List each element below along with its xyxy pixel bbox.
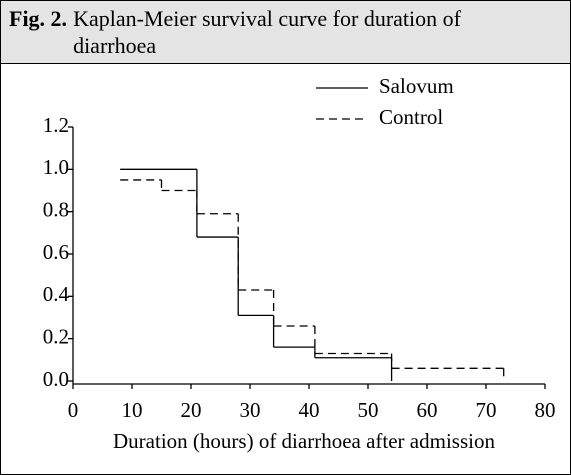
x-tick-label: 20 [181, 398, 202, 422]
x-axis-label: Duration (hours) of diarrhoea after admi… [113, 429, 495, 453]
x-tick-label: 0 [68, 398, 79, 422]
figure-header: Fig. 2. Kaplan-Meier survival curve for … [1, 1, 570, 64]
y-tick-label: 0.2 [43, 324, 69, 348]
x-tick-label: 60 [417, 398, 438, 422]
x-tick-label: 30 [240, 398, 261, 422]
y-tick-label: 1.2 [43, 113, 69, 137]
x-tick-label: 80 [535, 398, 556, 422]
chart-title: Kaplan-Meier survival curve for duration… [73, 6, 461, 58]
y-tick-label: 0.0 [43, 367, 69, 391]
figure-label: Fig. 2. [9, 6, 68, 31]
legend-label: Control [379, 105, 443, 129]
x-tick-label: 10 [122, 398, 143, 422]
x-tick-label: 70 [476, 398, 497, 422]
y-tick-label: 0.8 [43, 197, 69, 221]
y-tick-label: 1.0 [43, 155, 69, 179]
x-tick-label: 50 [358, 398, 379, 422]
y-tick-label: 0.4 [43, 282, 70, 306]
x-tick-label: 40 [299, 398, 320, 422]
legend-label: Salovum [379, 74, 454, 98]
y-tick-label: 0.6 [43, 240, 69, 264]
